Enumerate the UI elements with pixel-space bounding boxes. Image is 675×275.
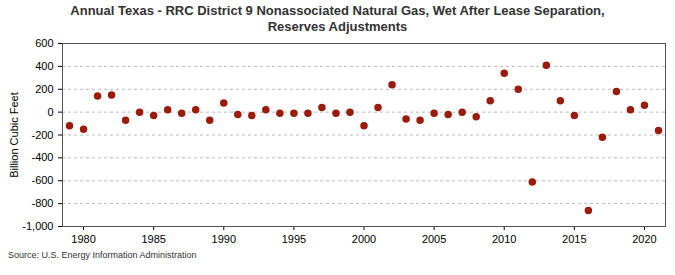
- svg-text:-600: -600: [31, 174, 53, 186]
- svg-text:2000: 2000: [352, 233, 376, 245]
- html-text:Source: U.S. Energy Informatio: Source: U.S. Energy Information Administ…: [8, 250, 197, 260]
- svg-text:1985: 1985: [141, 233, 165, 245]
- svg-text:1990: 1990: [212, 233, 236, 245]
- svg-text:0: 0: [47, 106, 53, 118]
- svg-text:-800: -800: [31, 197, 53, 209]
- svg-text:2020: 2020: [632, 233, 656, 245]
- svg-text:200: 200: [35, 83, 53, 95]
- svg-text:1980: 1980: [71, 233, 95, 245]
- svg-text:600: 600: [35, 37, 53, 49]
- svg-text:1995: 1995: [282, 233, 306, 245]
- html-text:Annual Texas - RRC District 9: Annual Texas - RRC District 9 Nonassocia…: [70, 3, 605, 34]
- svg-text:Billion Cubic Feet: Billion Cubic Feet: [8, 92, 20, 178]
- svg-text:2015: 2015: [562, 233, 586, 245]
- svg-text:2010: 2010: [492, 233, 516, 245]
- svg-text:2005: 2005: [422, 233, 446, 245]
- svg-text:400: 400: [35, 60, 53, 72]
- svg-text:-1,000: -1,000: [22, 220, 53, 232]
- svg-text:-400: -400: [31, 151, 53, 163]
- svg-text:-200: -200: [31, 129, 53, 141]
